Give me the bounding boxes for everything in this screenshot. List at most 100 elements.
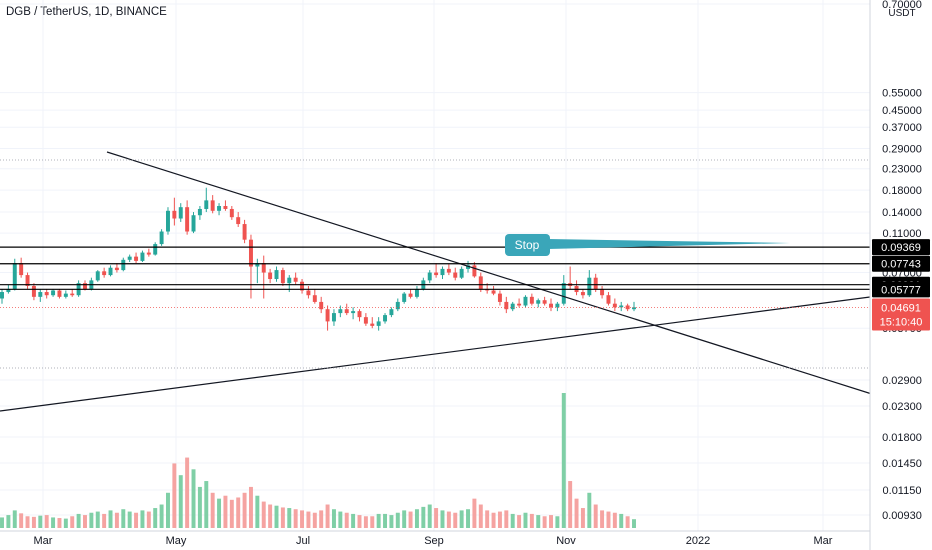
volume-bar [185,457,190,528]
candle-body [159,231,164,245]
candle-body [300,281,305,291]
volume-bar [389,515,394,528]
volume-bar [491,512,496,528]
candle-body [376,321,381,326]
candle-body [255,263,260,267]
candle-body [127,256,132,260]
volume-bar [31,516,36,528]
current-price-badge [872,298,930,331]
candle-body [619,305,624,308]
volume-bar [255,495,260,528]
volume-bar [83,515,87,528]
candle-body [217,206,222,211]
volume-bar [153,508,158,528]
trendline-drawings[interactable] [0,151,876,412]
volume-bar [587,492,592,528]
volume-bar [25,516,30,528]
price-tick-label: 0.23000 [882,164,922,176]
volume-bar [293,509,298,528]
stop-label: Stop [515,238,540,252]
candle-body [529,296,534,304]
chart-title: DGB / TetherUS, 1D, BINANCE [6,6,167,18]
volume-bar [268,504,273,528]
descending-trendline[interactable] [106,151,876,396]
volume-bar [383,513,388,528]
volume-bar [229,499,234,528]
candle-body [229,208,234,218]
candle-body [517,303,522,306]
candle-body [140,252,145,261]
stop-annotation[interactable]: Stop [505,234,790,256]
candle-body [427,272,432,281]
time-tick-label: Nov [556,535,576,547]
volume-bar [440,510,445,528]
volume-bar [357,515,362,528]
candle-body [587,277,592,296]
candle-body [434,272,439,276]
candle-body [197,208,202,216]
volume-bar [414,509,419,528]
volume-bar [63,518,68,528]
volume-bar [549,515,553,528]
candle-body [600,288,605,296]
candle-body [580,292,585,296]
candlesticks [0,187,636,331]
candle-body [274,270,279,280]
volume-bar [402,510,407,528]
candle-body [536,300,541,304]
candle-body [185,207,190,232]
current-price-label: 0.04691 [881,302,921,314]
volume-bar [57,518,62,528]
volume-bar [606,511,611,528]
price-tick-label: 0.11000 [883,228,922,240]
volume-bar [542,516,547,528]
time-tick-label: 2022 [686,535,710,547]
horizontal-levels[interactable] [0,246,870,290]
candle-body [242,224,247,240]
candle-body [459,268,464,278]
volume-bar [319,510,324,528]
candle-body [293,277,298,282]
ascending-trendline[interactable] [0,296,871,412]
candle-body [0,292,4,299]
time-tick-label: Sep [424,535,444,547]
candle-body [25,275,30,287]
volume-bar [325,504,330,528]
candle-body [414,288,419,297]
candle-body [472,265,477,277]
volume-bar [619,513,624,528]
candle-body [280,270,285,284]
volume-bar [395,512,400,528]
time-axis[interactable]: Mar May Jul Sep Nov 2022 Mar [0,530,870,547]
candle-body [12,263,17,289]
volume-bar [6,515,11,528]
volume-bar [12,510,17,528]
candle-body [63,293,68,297]
volume-bar [197,486,202,528]
candle-body [223,206,228,209]
volume-bar [280,507,285,528]
volume-bar [76,513,81,528]
volume-bar [217,498,222,528]
candle-body [44,292,49,296]
grid [0,0,870,531]
level-badge-label: 0.09369 [881,242,921,254]
price-tick-label: 0.18000 [882,185,922,197]
volume-bar [344,512,349,528]
volume-bar [446,511,451,528]
candle-body [57,290,62,297]
volume-bar [466,509,470,528]
price-tick-label: 0.01800 [882,432,922,444]
candle-body [325,309,330,322]
volume-bar [536,515,541,528]
volume-bar [172,463,177,528]
candle-body [172,210,177,219]
volume-bar [159,504,164,528]
volume-bar [89,512,94,528]
candle-body [146,252,151,255]
volume-bar [166,492,170,528]
candle-body [31,286,36,297]
price-axis[interactable]: USDT 0.70000 0.55000 0.45000 0.37000 0.29000… [869,0,932,550]
volume-bar [338,511,343,528]
